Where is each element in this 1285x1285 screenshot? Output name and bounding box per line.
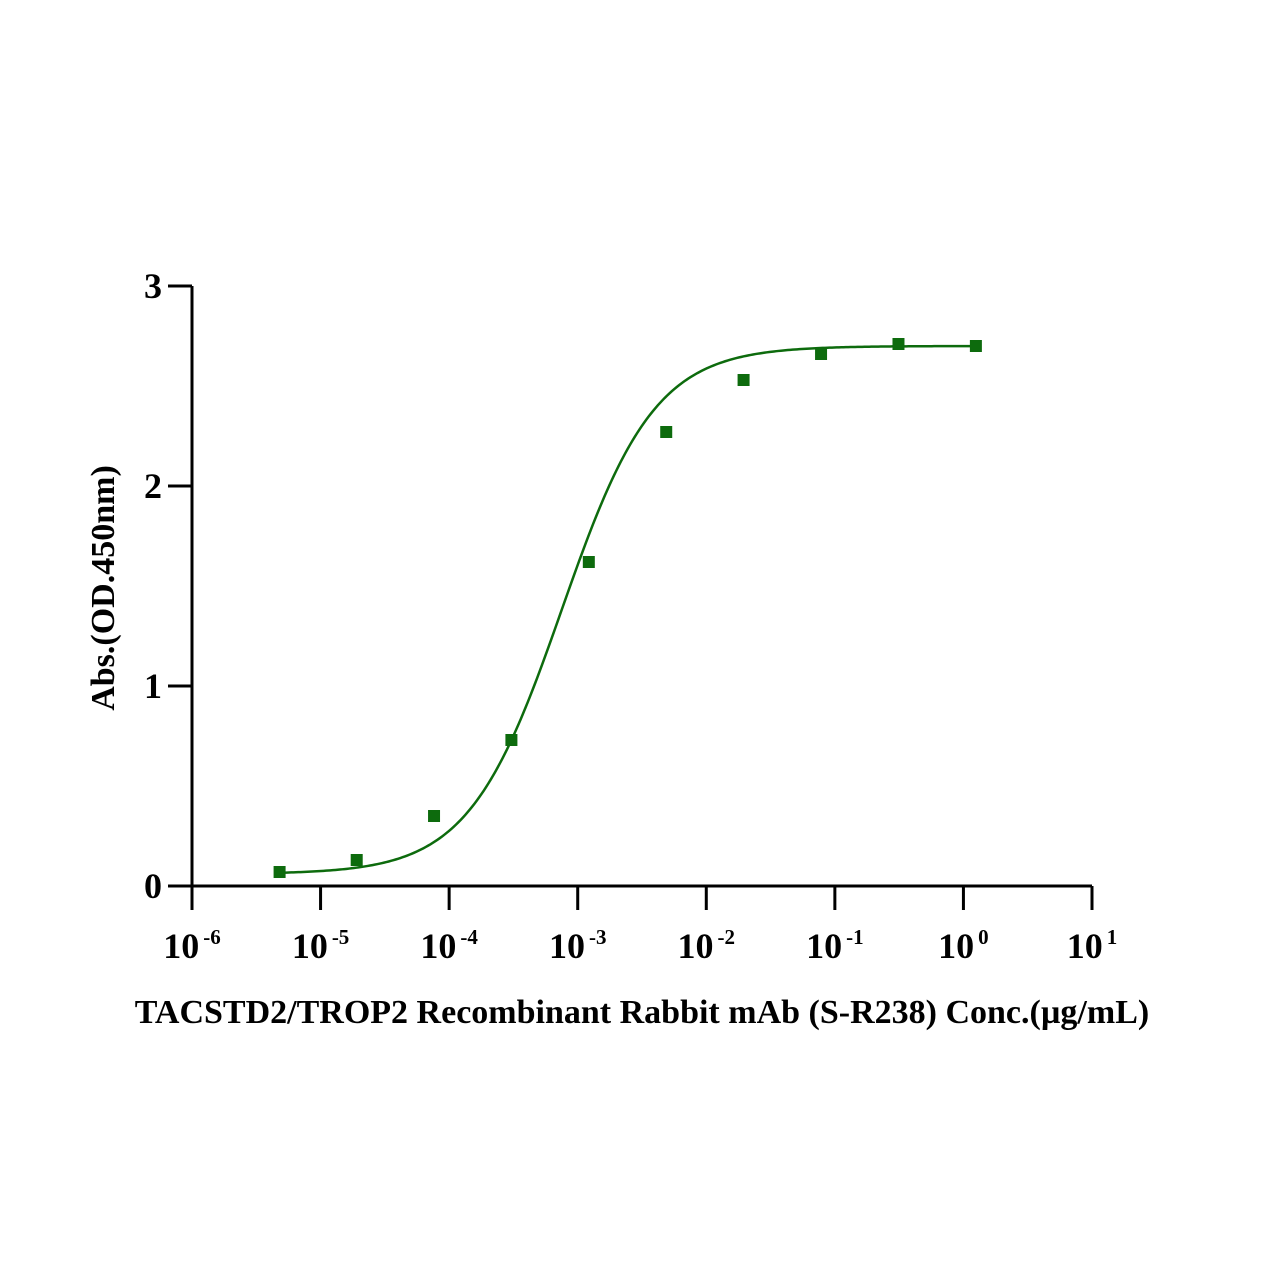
x-tick-label: 10 -6 [163,925,221,966]
data-point [505,734,518,746]
y-axis-title: Abs.(OD.450nm) [85,465,122,711]
x-tick-exponent: -6 [203,925,221,949]
x-tick-base: 10 [938,926,974,966]
x-tick-label: 10 -1 [806,925,864,966]
x-tick-base: 10 [420,926,456,966]
x-axis-title: TACSTD2/TROP2 Recombinant Rabbit mAb (S-… [135,994,1149,1031]
x-tick-label: 10 1 [1067,925,1118,966]
x-tick-label: 10 -5 [292,925,350,966]
x-tick-exponent: -4 [460,925,478,949]
x-tick-exponent: 0 [978,925,989,949]
x-tick-label: 10 -3 [549,925,607,966]
data-point [350,854,363,866]
data-point [273,866,286,878]
x-tick-exponent: -2 [718,925,736,949]
y-tick-label: 2 [144,466,162,506]
fit-curve [279,344,976,875]
axes [190,286,1092,888]
x-tick-base: 10 [163,926,199,966]
y-tick-label: 1 [144,666,162,706]
x-tick-label: 10 -2 [678,925,736,966]
y-tick-label: 3 [144,266,162,306]
x-tick-exponent: -5 [332,925,350,949]
y-ticks: 0 1 2 3 [144,266,192,906]
data-point [737,374,750,386]
data-point [660,426,673,438]
data-point [969,340,982,352]
x-tick-base: 10 [806,926,842,966]
data-point [428,810,441,822]
x-tick-label: 10 0 [938,925,989,966]
x-tick-base: 10 [549,926,585,966]
x-tick-label: 10 -4 [420,925,478,966]
data-point [892,338,905,350]
x-tick-base: 10 [292,926,328,966]
data-points [273,338,982,878]
x-ticks: 10 -6 10 -5 10 -4 10 -3 10 -2 10 -1 10 0 10 1 [163,886,1117,966]
y-tick-label: 0 [144,866,162,906]
x-tick-exponent: 1 [1107,925,1118,949]
x-tick-exponent: -1 [846,925,864,949]
x-tick-exponent: -3 [589,925,607,949]
x-tick-base: 10 [1067,926,1103,966]
x-tick-base: 10 [678,926,714,966]
data-point [582,556,595,568]
data-point [815,348,828,360]
